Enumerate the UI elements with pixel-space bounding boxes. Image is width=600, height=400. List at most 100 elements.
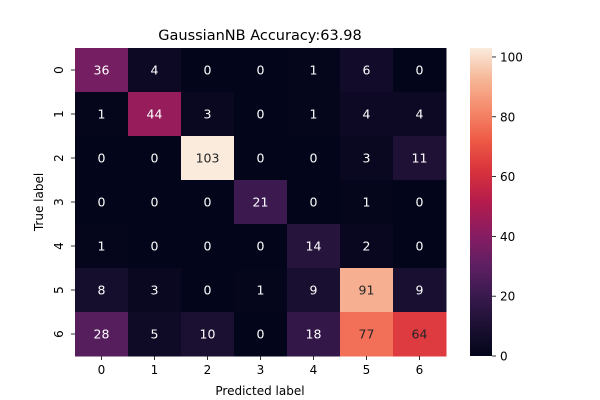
x-axis-label: Predicted label (215, 384, 304, 398)
cell-value-label: 1 (257, 283, 265, 298)
cell-value-label: 2 (363, 239, 371, 254)
y-tick-label: 4 (52, 242, 66, 250)
cell-value-label: 0 (416, 239, 424, 254)
heatmap-cell (287, 312, 341, 357)
x-tick-label: 2 (204, 363, 212, 377)
cell-value-label: 0 (416, 63, 424, 78)
heatmap-cell (128, 224, 182, 269)
cell-value-label: 8 (98, 283, 106, 298)
heatmap-cell (287, 136, 341, 181)
colorbar-gradient (470, 48, 492, 356)
heatmap-cell (181, 268, 235, 313)
cell-value-label: 0 (257, 107, 265, 122)
heatmap-cell (287, 48, 341, 93)
heatmap-cell (75, 268, 129, 313)
heatmap-cell (234, 48, 288, 93)
heatmap-cell (393, 180, 447, 225)
cell-value-label: 64 (412, 327, 428, 342)
cell-value-label: 1 (310, 63, 318, 78)
heatmap-cell (287, 224, 341, 269)
heatmap-cell (181, 136, 235, 181)
cell-value-label: 4 (416, 107, 424, 122)
y-tick-label: 6 (52, 330, 66, 338)
cell-value-label: 1 (98, 107, 106, 122)
x-axis: 0 1 2 3 4 5 6 (98, 356, 424, 377)
cell-value-label: 9 (416, 283, 424, 298)
cell-value-label: 0 (204, 63, 212, 78)
cell-value-label: 21 (253, 195, 269, 210)
heatmap-cell (287, 92, 341, 137)
heatmap-cell (181, 312, 235, 357)
colorbar-tick-label: 0 (500, 350, 508, 364)
cell-value-label: 6 (363, 63, 371, 78)
colorbar: 0 20 40 60 80 100 (470, 48, 523, 364)
cell-value-label: 0 (204, 195, 212, 210)
heatmap-cell (287, 180, 341, 225)
cell-value-label: 11 (412, 151, 428, 166)
x-tick-label: 6 (416, 363, 424, 377)
heatmap-cell (181, 224, 235, 269)
heatmap-cell (181, 180, 235, 225)
heatmap-cell (234, 180, 288, 225)
cell-value-label: 0 (310, 195, 318, 210)
y-tick-label: 3 (52, 198, 66, 206)
x-tick-label: 5 (363, 363, 371, 377)
cell-value-label: 28 (94, 327, 110, 342)
heatmap-cell (181, 48, 235, 93)
cell-value-label: 0 (257, 239, 265, 254)
colorbar-tick-label: 100 (500, 50, 523, 64)
heatmap-cell (287, 268, 341, 313)
cell-value-label: 0 (257, 327, 265, 342)
cell-value-label: 0 (257, 63, 265, 78)
heatmap-cell (393, 136, 447, 181)
y-axis-label: True label (32, 173, 46, 232)
heatmap-cell (340, 312, 394, 357)
cell-value-label: 10 (200, 327, 216, 342)
heatmap-cell (393, 48, 447, 93)
cell-value-label: 103 (196, 151, 220, 166)
heatmap-cell (234, 92, 288, 137)
cell-value-label: 0 (257, 151, 265, 166)
cell-value-label: 0 (98, 151, 106, 166)
cell-value-label: 1 (98, 239, 106, 254)
cell-value-label: 44 (147, 107, 163, 122)
x-tick-label: 1 (151, 363, 159, 377)
heatmap-cell (234, 268, 288, 313)
heatmap-cell (340, 180, 394, 225)
cell-value-label: 0 (204, 239, 212, 254)
y-tick-label: 0 (52, 66, 66, 74)
heatmap-cell (340, 268, 394, 313)
heatmap-cell (128, 136, 182, 181)
cell-value-label: 36 (94, 63, 110, 78)
heatmap-cell (234, 136, 288, 181)
heatmap-cell (393, 268, 447, 313)
heatmap-cell (75, 224, 129, 269)
cell-value-label: 3 (151, 283, 159, 298)
cell-value-label: 3 (204, 107, 212, 122)
heatmap-cell (75, 92, 129, 137)
heatmap-cell (234, 312, 288, 357)
heatmap-cell (128, 180, 182, 225)
heatmap-cell (128, 48, 182, 93)
heatmap-cell (128, 92, 182, 137)
heatmap-cell (75, 136, 129, 181)
heatmap-cell (128, 312, 182, 357)
x-tick-label: 4 (310, 363, 318, 377)
heatmap-cell (75, 48, 129, 93)
cell-value-label: 5 (151, 327, 159, 342)
cell-value-label: 1 (363, 195, 371, 210)
cell-value-label: 77 (359, 327, 375, 342)
heatmap-cell (393, 224, 447, 269)
cell-value-label: 0 (151, 195, 159, 210)
heatmap-cell (181, 92, 235, 137)
cell-value-label: 9 (310, 283, 318, 298)
colorbar-tick-label: 40 (500, 230, 515, 244)
heatmap-cell (340, 92, 394, 137)
cell-value-label: 0 (151, 239, 159, 254)
cell-value-label: 0 (416, 195, 424, 210)
heatmap-cell (128, 268, 182, 313)
heatmap-cell (393, 92, 447, 137)
colorbar-tick-label: 20 (500, 290, 515, 304)
y-axis: 0 1 2 3 4 5 6 (52, 66, 75, 338)
